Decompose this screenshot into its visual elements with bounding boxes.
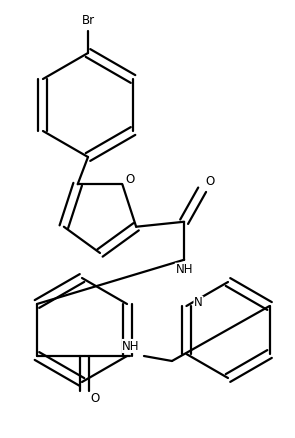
Text: NH: NH	[122, 339, 140, 353]
Text: NH: NH	[176, 263, 193, 276]
Text: N: N	[194, 297, 203, 310]
Text: O: O	[90, 392, 100, 406]
Text: Br: Br	[81, 14, 95, 28]
Text: O: O	[126, 173, 135, 186]
Text: O: O	[206, 175, 215, 188]
